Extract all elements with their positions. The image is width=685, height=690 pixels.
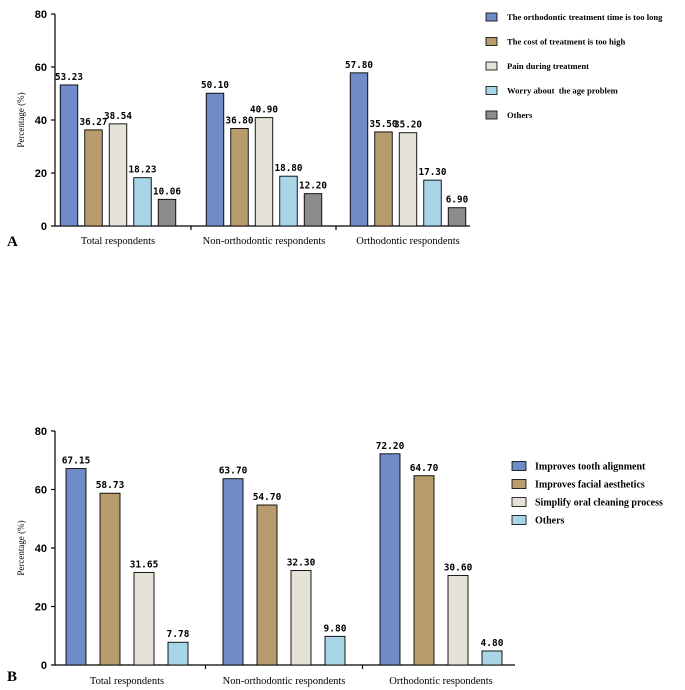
legend: Improves tooth alignment Improves facial … (511, 461, 663, 527)
y-tick-label: 80 (35, 426, 47, 438)
bar (398, 132, 418, 227)
bar (423, 179, 442, 227)
data-label: 53.23 (55, 72, 83, 83)
data-label: 4.80 (481, 638, 504, 649)
y-tick-label: 40 (35, 115, 47, 127)
bar (349, 72, 369, 227)
bar (108, 123, 128, 227)
data-label: 17.30 (419, 167, 447, 178)
bar (157, 198, 177, 227)
data-label: 35.50 (370, 119, 398, 130)
legend-label: Others (507, 110, 533, 120)
legend: The orthodontic treatment time is too lo… (485, 12, 663, 120)
data-label: 35.20 (394, 120, 422, 131)
data-label: 72.20 (376, 441, 405, 452)
bar (254, 117, 274, 227)
data-label: 50.10 (201, 80, 229, 91)
legend-swatch (511, 461, 527, 471)
category-label: Orthodontic respondents (389, 676, 493, 687)
bar (167, 641, 189, 666)
data-label: 38.54 (104, 111, 132, 122)
data-label: 18.80 (275, 163, 303, 174)
bar (133, 177, 152, 227)
y-axis-label: Percentage (%) (16, 520, 26, 575)
y-tick-label: 40 (35, 543, 47, 555)
y-tick-label: 20 (35, 602, 47, 614)
legend-label: Worry about the age problem (507, 86, 619, 96)
data-label: 64.70 (410, 463, 439, 474)
data-label: 12.20 (299, 181, 327, 192)
data-label: 36.27 (80, 117, 108, 128)
bar (230, 128, 249, 227)
panel-letter: A (7, 234, 18, 250)
bar (290, 570, 312, 666)
bar (447, 575, 469, 666)
y-tick-label: 80 (35, 9, 47, 21)
bar (205, 92, 225, 227)
legend-label: Pain during treatment (507, 61, 589, 71)
category-label: Orthodontic respondents (356, 236, 460, 247)
y-tick-label: 0 (41, 221, 47, 233)
data-label: 63.70 (219, 466, 248, 477)
data-label: 6.90 (446, 195, 469, 206)
bar (481, 650, 503, 666)
bar (413, 475, 435, 666)
data-label: 10.06 (153, 186, 181, 197)
bar (222, 478, 244, 666)
data-label: 18.23 (129, 165, 157, 176)
data-label: 9.80 (324, 623, 347, 634)
legend-swatch (485, 37, 498, 46)
legend-swatch (485, 61, 498, 71)
bar (279, 175, 298, 227)
bar (303, 193, 323, 227)
data-label: 30.60 (444, 562, 473, 573)
category-label: Total respondents (90, 676, 164, 687)
legend-label: Improves facial aesthetics (535, 480, 645, 491)
legend-swatch (485, 12, 498, 22)
y-tick-label: 60 (35, 485, 47, 497)
legend-swatch (485, 110, 498, 120)
legend-swatch (485, 86, 498, 95)
data-label: 32.30 (287, 558, 316, 569)
category-label: Non-orthodontic respondents (223, 676, 346, 687)
legend-swatch (511, 497, 527, 507)
bar (133, 571, 155, 666)
data-label: 31.65 (130, 559, 159, 570)
legend-swatch (511, 515, 527, 525)
legend-swatch (511, 479, 527, 489)
bar (99, 492, 121, 666)
legend-label: Simplify oral cleaning process (535, 498, 663, 509)
bar (379, 453, 401, 666)
y-axis-label: Percentage (%) (16, 92, 26, 147)
data-label: 54.70 (253, 492, 282, 503)
bar (65, 468, 87, 666)
bar (59, 84, 79, 227)
category-label: Total respondents (81, 236, 155, 247)
data-label: 40.90 (250, 105, 278, 116)
data-label: 57.80 (345, 60, 373, 71)
panel-letter: B (7, 669, 17, 685)
bar (374, 131, 393, 227)
bar (324, 635, 346, 666)
data-label: 58.73 (96, 480, 125, 491)
y-tick-label: 60 (35, 62, 47, 74)
legend-label: The cost of treatment is too high (507, 37, 625, 47)
chart-panel-b: 0 20 40 60 80 Percentage (%) Total respondents… (7, 426, 663, 687)
bar (447, 207, 467, 227)
category-label: Non-orthodontic respondents (203, 236, 326, 247)
y-tick-label: 20 (35, 168, 47, 180)
chart-panel-a: 0 20 40 60 80 Percentage (%) Total respondents… (7, 9, 663, 250)
bar (84, 129, 103, 227)
y-tick-label: 0 (41, 660, 47, 672)
data-label: 7.78 (167, 629, 190, 640)
legend-label: Others (535, 516, 565, 527)
data-label: 67.15 (62, 456, 91, 467)
data-label: 36.80 (226, 115, 254, 126)
legend-label: The orthodontic treatment time is too lo… (507, 12, 663, 22)
legend-label: Improves tooth alignment (535, 462, 646, 473)
bar (256, 504, 278, 666)
